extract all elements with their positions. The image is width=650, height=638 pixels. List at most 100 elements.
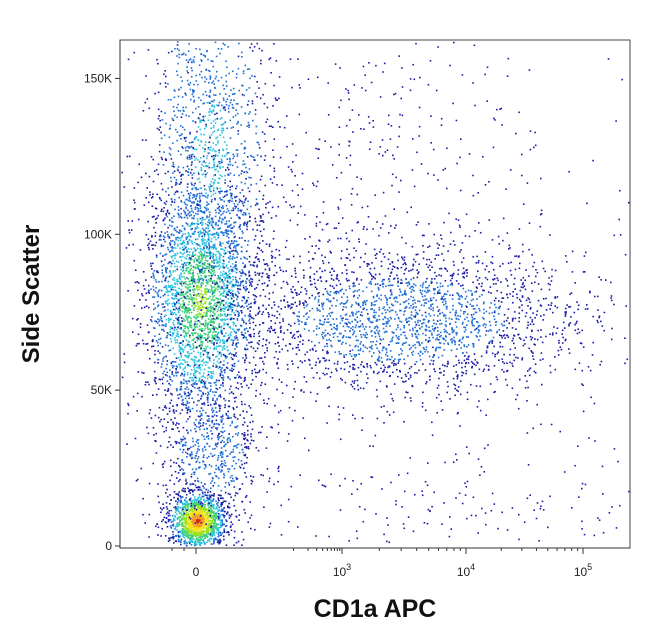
data-point xyxy=(183,209,185,212)
data-point xyxy=(243,152,246,154)
data-point xyxy=(204,262,206,264)
data-point xyxy=(212,260,215,263)
data-point xyxy=(204,176,207,178)
data-point xyxy=(217,317,220,319)
data-point xyxy=(231,270,233,273)
data-point xyxy=(170,234,173,236)
data-point xyxy=(247,200,249,203)
data-point xyxy=(228,506,231,509)
data-point xyxy=(220,510,222,512)
data-point xyxy=(225,220,228,223)
data-point xyxy=(208,230,211,232)
data-point xyxy=(278,76,281,78)
data-point xyxy=(198,262,201,264)
data-point xyxy=(219,227,221,229)
data-point xyxy=(216,524,218,527)
data-point xyxy=(204,350,206,352)
data-point xyxy=(146,187,148,189)
data-point xyxy=(188,528,191,531)
data-point xyxy=(190,321,192,323)
data-point xyxy=(174,286,177,288)
data-point xyxy=(161,382,164,385)
data-point xyxy=(226,232,228,235)
data-point xyxy=(190,373,192,375)
data-point xyxy=(187,171,189,173)
data-point xyxy=(232,153,234,156)
data-point xyxy=(174,254,177,257)
data-point xyxy=(251,341,253,343)
data-point xyxy=(180,259,183,262)
data-point xyxy=(227,267,229,270)
data-point xyxy=(227,305,230,307)
data-point xyxy=(227,163,230,166)
data-point xyxy=(190,76,193,78)
data-point xyxy=(189,172,192,174)
data-point xyxy=(195,537,197,540)
data-point xyxy=(207,119,210,121)
data-point xyxy=(180,385,182,388)
data-point xyxy=(183,531,186,533)
data-point xyxy=(165,213,167,215)
data-point xyxy=(213,308,215,310)
data-point xyxy=(185,246,187,249)
data-point xyxy=(174,247,177,249)
data-point xyxy=(187,380,190,382)
data-point xyxy=(234,338,237,340)
data-point xyxy=(198,379,201,381)
scatter-points xyxy=(121,41,630,547)
data-point xyxy=(188,529,191,532)
data-point xyxy=(183,529,185,531)
data-point xyxy=(190,228,192,231)
data-point xyxy=(178,346,181,348)
data-point xyxy=(227,334,230,337)
data-point xyxy=(174,191,177,194)
data-point xyxy=(167,246,169,249)
data-point xyxy=(204,269,206,272)
data-point xyxy=(176,341,178,344)
data-point xyxy=(155,377,157,379)
data-point xyxy=(235,376,237,379)
data-point xyxy=(210,530,213,532)
data-point xyxy=(228,400,230,402)
data-point xyxy=(248,190,251,193)
data-point xyxy=(191,525,193,527)
data-point xyxy=(188,256,191,259)
data-point xyxy=(262,240,264,242)
data-point xyxy=(198,516,201,518)
data-point xyxy=(209,371,212,373)
data-point xyxy=(147,284,150,287)
data-point xyxy=(161,320,164,323)
data-point xyxy=(273,167,276,170)
data-point xyxy=(220,329,223,331)
data-point xyxy=(217,345,220,347)
data-point xyxy=(241,299,243,302)
data-point xyxy=(206,532,208,534)
data-point xyxy=(233,232,235,235)
data-point xyxy=(161,378,163,381)
data-point xyxy=(239,414,241,416)
data-point xyxy=(199,499,201,501)
data-point xyxy=(222,207,224,209)
data-point xyxy=(200,59,202,61)
data-point xyxy=(196,279,199,281)
data-point xyxy=(204,515,206,518)
data-point xyxy=(271,257,273,259)
data-point xyxy=(198,161,201,163)
data-point xyxy=(187,224,189,227)
data-point xyxy=(219,313,222,315)
data-point xyxy=(254,371,257,374)
data-point xyxy=(198,488,200,491)
data-point xyxy=(190,384,193,386)
data-point xyxy=(204,292,206,295)
data-point xyxy=(170,499,172,501)
data-point xyxy=(192,233,194,235)
data-point xyxy=(229,289,232,291)
data-point xyxy=(209,291,212,293)
data-point xyxy=(212,526,215,529)
data-point xyxy=(205,348,207,350)
data-point xyxy=(198,312,201,314)
data-point xyxy=(226,275,228,278)
data-point xyxy=(171,524,174,526)
data-point xyxy=(273,170,276,172)
data-point xyxy=(197,527,200,530)
